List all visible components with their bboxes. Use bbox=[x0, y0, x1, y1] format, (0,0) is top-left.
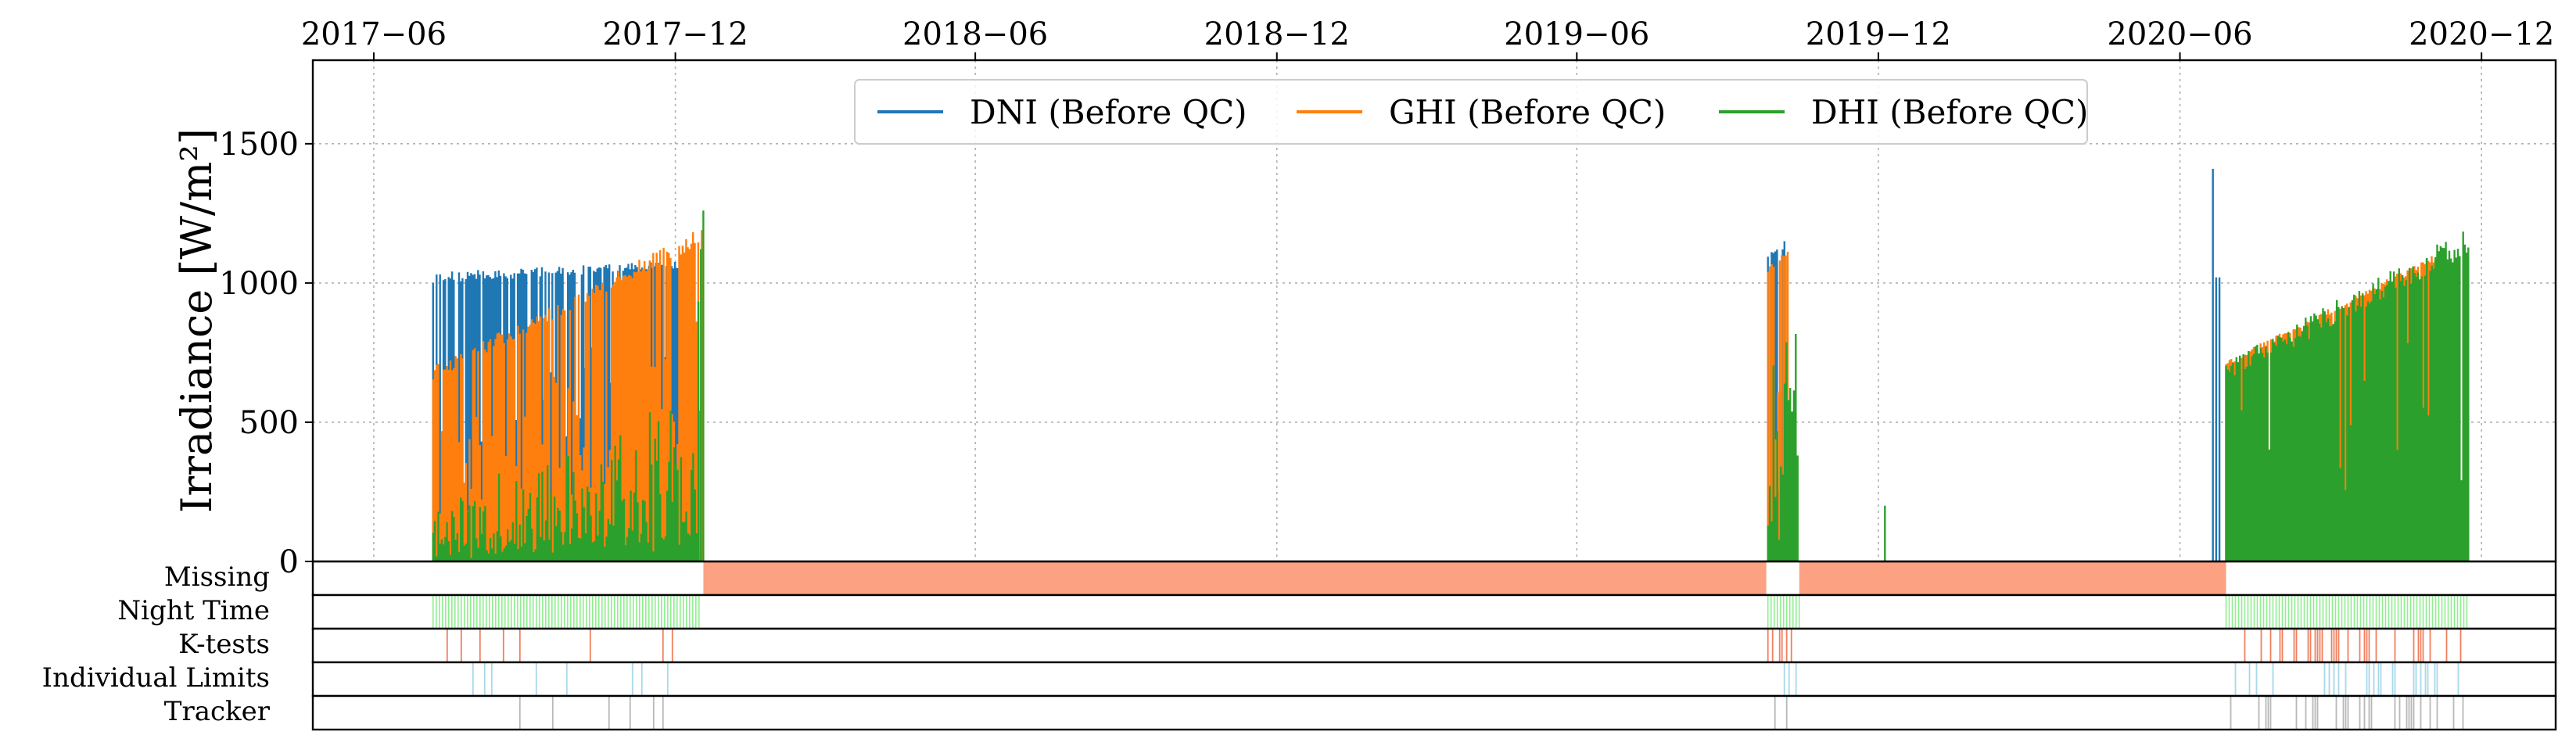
series-dhi bbox=[432, 210, 2470, 561]
strip-span bbox=[1767, 596, 1800, 628]
strip-border bbox=[311, 694, 2557, 731]
series-segment bbox=[1767, 334, 1799, 561]
strip-span bbox=[2244, 629, 2462, 662]
x-tick-label: 2017−12 bbox=[602, 16, 748, 52]
strip-background bbox=[313, 662, 2556, 696]
plot-series bbox=[432, 168, 2470, 561]
strip-label: Missing bbox=[164, 561, 270, 593]
y-tick-label: 1500 bbox=[219, 127, 299, 163]
strip-label: Night Time bbox=[117, 595, 270, 626]
strip-span bbox=[1774, 697, 1788, 729]
strip-span bbox=[2230, 697, 2464, 729]
y-tick-label: 0 bbox=[279, 544, 299, 580]
series-segment bbox=[432, 411, 700, 561]
x-tick-label: 2018−12 bbox=[1204, 16, 1350, 52]
axis-ticks: 2017−06 2017−12 2018−06 2018−12 2019−06 2019−… bbox=[219, 16, 2554, 580]
legend-entry: DHI (Before QC) bbox=[1811, 93, 2088, 131]
x-tick-label: 2020−12 bbox=[2409, 16, 2554, 52]
x-tick-label: 2019−06 bbox=[1504, 16, 1649, 52]
strip-span bbox=[472, 663, 669, 695]
y-axis-label: Irradiance [W/m²] bbox=[172, 128, 221, 513]
legend: DNI (Before QC) GHI (Before QC) DHI (Befor… bbox=[854, 79, 2088, 145]
series-segment bbox=[697, 210, 705, 561]
strip-span bbox=[1783, 663, 1797, 695]
strip-span bbox=[432, 596, 700, 628]
flag-strip-k-tests: K-tests bbox=[178, 627, 2557, 664]
strip-span bbox=[2234, 663, 2459, 695]
strip-label: Tracker bbox=[164, 696, 271, 727]
legend-box bbox=[854, 79, 2088, 145]
series-segment bbox=[2215, 277, 2221, 561]
series-segment bbox=[2225, 231, 2470, 561]
strip-span bbox=[2225, 596, 2468, 628]
legend-entry: DNI (Before QC) bbox=[970, 93, 1247, 131]
strip-span bbox=[1799, 562, 2226, 594]
strip-span bbox=[518, 697, 664, 729]
x-tick-label: 2017−06 bbox=[301, 16, 447, 52]
x-tick-label: 2018−06 bbox=[902, 16, 1048, 52]
strip-label: Individual Limits bbox=[42, 662, 270, 694]
strip-span bbox=[703, 562, 1767, 594]
strip-background bbox=[313, 696, 2556, 730]
strip-span bbox=[1767, 629, 1792, 662]
plot-frame bbox=[311, 59, 2557, 563]
series-ghi bbox=[432, 230, 2440, 561]
x-tick-label: 2020−06 bbox=[2107, 16, 2252, 52]
flag-strip-night-time: Night Time bbox=[117, 594, 2557, 630]
flag-strip-individual-limits: Individual Limits bbox=[42, 661, 2557, 698]
strip-label: K-tests bbox=[178, 629, 270, 660]
y-tick-label: 500 bbox=[239, 405, 299, 441]
y-tick-label: 1000 bbox=[219, 266, 299, 302]
strip-span bbox=[446, 629, 673, 662]
legend-entry: GHI (Before QC) bbox=[1389, 93, 1666, 131]
flag-strip-tracker: Tracker bbox=[164, 694, 2557, 731]
x-tick-label: 2019−12 bbox=[1806, 16, 1951, 52]
flag-strip-missing: Missing bbox=[164, 560, 2557, 597]
strip-background bbox=[313, 629, 2556, 662]
axes-frame bbox=[311, 59, 2557, 563]
